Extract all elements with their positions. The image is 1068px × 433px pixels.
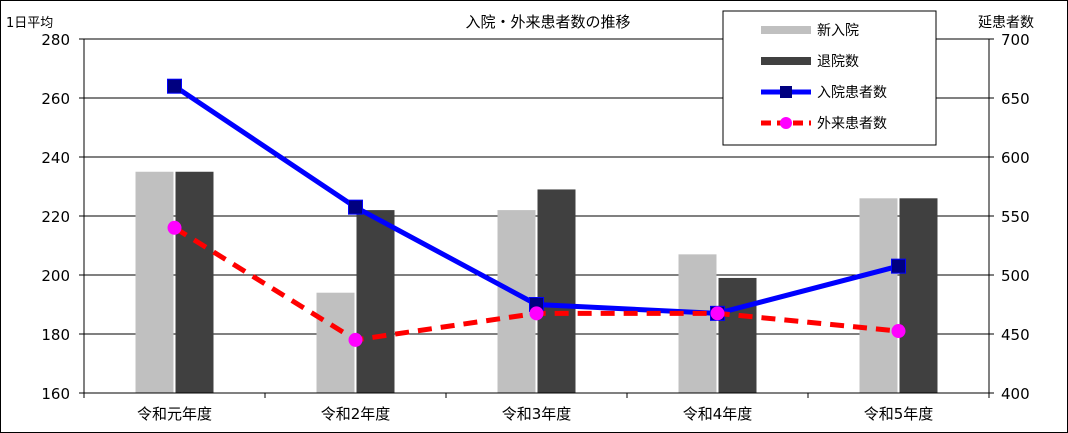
left-tick-label: 280 [41, 31, 70, 49]
axes: 160 180 200 220 240 260 280 400 450 500 550 600 650 7… [41, 31, 1029, 423]
right-tick-label: 500 [1001, 267, 1030, 285]
outpatient-point [529, 306, 544, 321]
right-tick-label: 650 [1001, 90, 1030, 108]
inpatient-point [167, 78, 182, 94]
right-tick-label: 400 [1001, 385, 1030, 403]
left-tick-label: 260 [41, 90, 70, 108]
left-tick-label: 160 [41, 385, 70, 403]
legend-swatch [761, 57, 811, 65]
outpatient-line [173, 225, 899, 343]
bar-discharge [356, 210, 395, 393]
legend-label: 外来患者数 [817, 116, 887, 132]
legend-label: 新入院 [817, 23, 859, 39]
line-series-group [167, 78, 906, 347]
bar-discharge [537, 189, 576, 393]
right-tick-label: 600 [1001, 149, 1030, 167]
legend-marker [780, 117, 792, 129]
legend-label: 入院患者数 [817, 85, 887, 101]
x-tick-label: 令和2年度 [321, 405, 391, 423]
legend-box [722, 10, 937, 146]
left-axis-label: 1日平均 [6, 16, 53, 31]
x-tick-label: 令和4年度 [683, 405, 753, 423]
outpatient-point [348, 332, 363, 347]
legend-swatch [761, 26, 811, 34]
right-tick-label: 550 [1001, 208, 1030, 226]
bar-new-admission [678, 254, 717, 393]
x-tick-label: 令和元年度 [137, 405, 212, 423]
left-tick-label: 240 [41, 149, 70, 167]
legend-label: 退院数 [817, 54, 859, 70]
legend-marker [780, 86, 792, 98]
bar-new-admission [859, 198, 898, 393]
x-tick-label: 令和5年度 [864, 405, 934, 423]
right-tick-label: 700 [1001, 31, 1030, 49]
bar-discharge [899, 198, 938, 393]
chart-title: 入院・外来患者数の推移 [465, 13, 630, 31]
bar-series-group [135, 171, 938, 393]
x-tick-label: 令和3年度 [502, 405, 572, 423]
bar-new-admission [316, 292, 355, 393]
left-tick-label: 200 [41, 267, 70, 285]
outpatient-point [710, 306, 725, 321]
right-tick-label: 450 [1001, 326, 1030, 344]
outpatient-point [167, 220, 182, 235]
bar-discharge [718, 277, 757, 393]
bar-discharge [175, 171, 214, 393]
outpatient-point [891, 324, 906, 339]
right-axis-label: 延患者数 [978, 15, 1034, 31]
inpatient-point [348, 199, 363, 215]
left-tick-label: 220 [41, 208, 70, 226]
inpatient-point [891, 258, 906, 274]
left-tick-label: 180 [41, 326, 70, 344]
bar-new-admission [135, 171, 174, 393]
